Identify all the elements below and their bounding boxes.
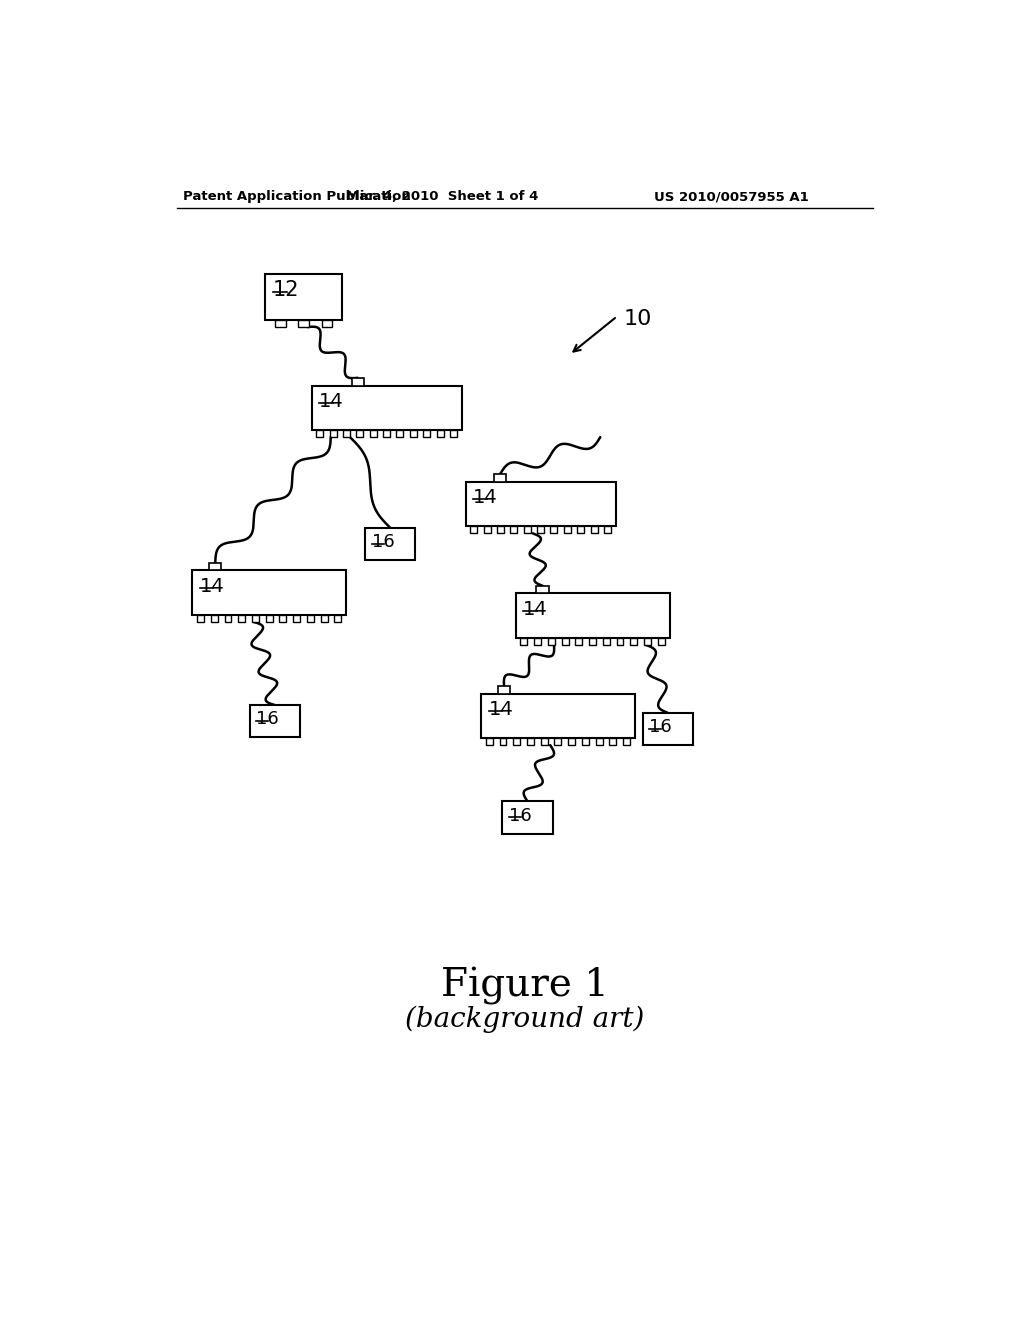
Bar [564, 527, 570, 533]
Bar [630, 638, 637, 645]
Bar [589, 638, 596, 645]
Bar [275, 321, 286, 327]
Bar [596, 738, 602, 744]
Bar [575, 638, 583, 645]
Bar [535, 638, 541, 645]
Bar [298, 321, 309, 327]
Bar [548, 638, 555, 645]
Text: 12: 12 [273, 280, 299, 300]
Bar [503, 801, 553, 834]
Bar [410, 430, 417, 437]
Text: Figure 1: Figure 1 [441, 966, 608, 1005]
Bar [578, 527, 584, 533]
Bar [343, 430, 350, 437]
Bar [356, 430, 364, 437]
Bar [211, 615, 218, 622]
Bar [541, 738, 548, 744]
Bar [515, 594, 670, 638]
Bar [616, 638, 624, 645]
Bar [604, 527, 611, 533]
Bar [334, 615, 341, 622]
Bar [252, 615, 259, 622]
Text: 14: 14 [200, 577, 224, 595]
Bar [250, 705, 300, 738]
Text: 16: 16 [649, 718, 672, 737]
Bar [383, 430, 390, 437]
Bar [603, 638, 609, 645]
Bar [643, 713, 692, 744]
Bar [366, 528, 416, 561]
Bar [450, 430, 457, 437]
Bar [307, 615, 313, 622]
Bar [265, 275, 342, 321]
Bar [485, 738, 493, 744]
Text: 10: 10 [624, 309, 651, 329]
Bar [623, 738, 630, 744]
Bar [322, 321, 333, 327]
Bar [538, 527, 544, 533]
Text: 14: 14 [473, 488, 498, 507]
Bar [582, 738, 589, 744]
Bar [436, 430, 443, 437]
Bar [554, 738, 561, 744]
Bar [293, 615, 300, 622]
Bar [657, 638, 665, 645]
Bar [466, 482, 615, 527]
Text: 16: 16 [256, 710, 279, 729]
Bar [316, 430, 324, 437]
Bar [311, 385, 462, 430]
Bar [510, 527, 517, 533]
Bar [239, 615, 245, 622]
Bar [193, 570, 346, 615]
Bar [224, 615, 231, 622]
Bar [644, 638, 651, 645]
Bar [483, 527, 490, 533]
Bar [520, 638, 527, 645]
Bar [498, 686, 510, 693]
Text: Patent Application Publication: Patent Application Publication [183, 190, 411, 203]
Text: (background art): (background art) [406, 1006, 644, 1032]
Bar [330, 430, 337, 437]
Bar [209, 562, 221, 570]
Bar [561, 638, 568, 645]
Bar [500, 738, 507, 744]
Text: Mar. 4, 2010  Sheet 1 of 4: Mar. 4, 2010 Sheet 1 of 4 [346, 190, 539, 203]
Text: US 2010/0057955 A1: US 2010/0057955 A1 [654, 190, 809, 203]
Text: 16: 16 [372, 533, 394, 552]
Bar [265, 615, 272, 622]
Bar [537, 586, 549, 594]
Text: 14: 14 [488, 700, 513, 718]
Bar [481, 693, 635, 738]
Bar [494, 474, 506, 482]
Bar [609, 738, 616, 744]
Bar [523, 527, 530, 533]
Bar [321, 615, 328, 622]
Bar [568, 738, 575, 744]
Bar [197, 615, 204, 622]
Bar [280, 615, 287, 622]
Bar [370, 430, 377, 437]
Bar [551, 527, 557, 533]
Bar [423, 430, 430, 437]
Bar [513, 738, 520, 744]
Text: 16: 16 [509, 807, 531, 825]
Bar [396, 430, 403, 437]
Bar [527, 738, 534, 744]
Bar [351, 378, 364, 385]
Bar [591, 527, 598, 533]
Text: 14: 14 [523, 599, 548, 619]
Text: 14: 14 [319, 392, 344, 411]
Bar [470, 527, 477, 533]
Bar [497, 527, 504, 533]
